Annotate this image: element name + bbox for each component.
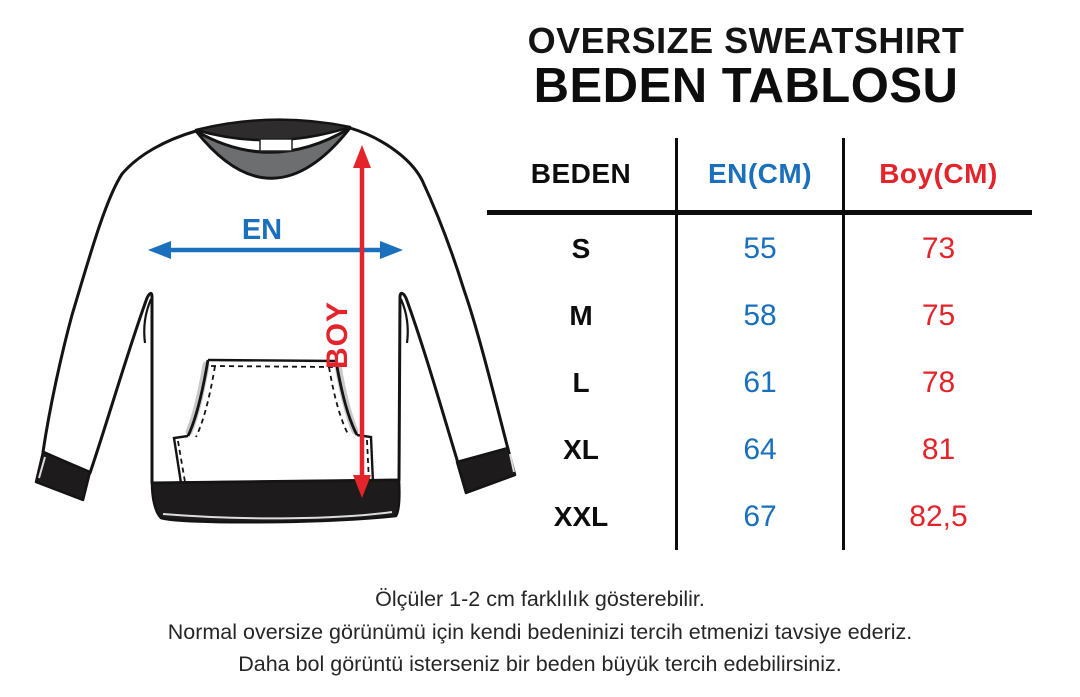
boy-cell: 75 (842, 282, 1032, 349)
waistband (150, 478, 401, 524)
col-header-size: BEDEN (530, 158, 632, 189)
collar-band (194, 126, 352, 180)
kangaroo-pocket (172, 358, 375, 484)
table-row: XL 64 81 (487, 416, 1032, 483)
table-row: XXL 67 82,5 (487, 483, 1032, 550)
size-cell: S (571, 232, 591, 264)
cuff-right-highlight (509, 453, 515, 473)
size-cell: XXL (553, 500, 609, 532)
size-cell: XL (563, 433, 599, 465)
table-header-row: BEDEN EN(CM) Boy(CM) (487, 138, 1032, 215)
notes: Ölçüler 1-2 cm farklılık gösterebilir. N… (0, 583, 1080, 681)
table-row: S 55 73 (487, 215, 1032, 282)
size-cell: L (572, 366, 590, 398)
neck-tag (259, 138, 293, 152)
cuff-left (34, 450, 92, 502)
en-cell: 58 (675, 282, 842, 349)
length-arrow (353, 145, 371, 498)
boy-cell: 73 (842, 215, 1032, 282)
cuff-left-highlight (38, 456, 46, 479)
title-block: OVERSIZE SWEATSHIRT BEDEN TABLOSU (463, 22, 1029, 112)
left-underarm-seam (143, 298, 153, 344)
note-line: Ölçüler 1-2 cm farklılık gösterebilir. (375, 587, 705, 611)
length-measure-label: BOY (321, 301, 354, 369)
col-header-length: Boy(CM) (842, 138, 1032, 210)
size-cell: M (569, 299, 593, 331)
waistband-highlight (162, 511, 393, 520)
note-line: Daha bol görüntü isterseniz bir beden bü… (238, 652, 842, 676)
sweatshirt-diagram: EN BOY (34, 118, 517, 524)
col-header-width: EN(CM) (675, 138, 842, 210)
page-subtitle: OVERSIZE SWEATSHIRT (527, 20, 965, 61)
en-cell: 55 (675, 215, 842, 282)
sweatshirt-body (41, 122, 510, 485)
width-arrow (148, 241, 403, 259)
en-cell: 61 (675, 349, 842, 416)
right-underarm-seam (399, 298, 409, 344)
en-cell: 64 (675, 416, 842, 483)
boy-cell: 82,5 (842, 483, 1032, 550)
cuff-right (455, 446, 517, 495)
en-cell: 67 (675, 483, 842, 550)
table-row: L 61 78 (487, 349, 1032, 416)
size-table: BEDEN EN(CM) Boy(CM) S 55 73 M 58 75 L 6… (487, 138, 1032, 550)
page-title: BEDEN TABLOSU (533, 58, 959, 113)
note-line: Normal oversize görünümü için kendi bede… (167, 619, 913, 644)
boy-cell: 78 (842, 349, 1032, 416)
width-measure-label: EN (242, 214, 282, 246)
boy-cell: 81 (842, 416, 1032, 483)
table-row: M 58 75 (487, 282, 1032, 349)
